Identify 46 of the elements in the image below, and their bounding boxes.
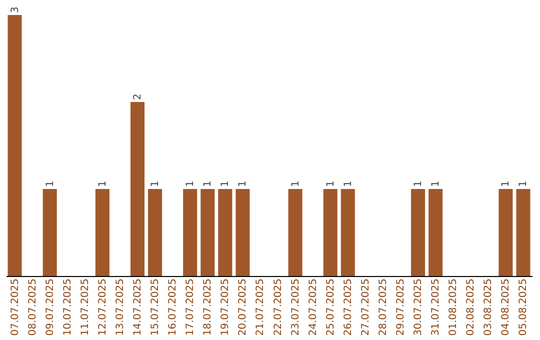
x-tick-label: 13.07.2025 xyxy=(114,278,126,336)
x-tick-label: 31.07.2025 xyxy=(430,278,442,336)
data-label: 1 xyxy=(202,180,214,187)
x-tick-label: 01.08.2025 xyxy=(448,278,460,336)
x-tick-label: 07.07.2025 xyxy=(10,278,21,336)
x-tick-label: 18.07.2025 xyxy=(202,278,214,336)
data-label: 2 xyxy=(132,94,144,100)
x-tick-label: 17.07.2025 xyxy=(185,278,196,336)
x-tick-label: 29.07.2025 xyxy=(396,278,406,336)
x-tick-label: 15.07.2025 xyxy=(150,278,162,336)
x-tick-label: 22.07.2025 xyxy=(272,278,284,336)
data-label: 1 xyxy=(518,180,530,187)
data-label: 3 xyxy=(10,6,21,13)
data-label: 1 xyxy=(290,180,302,187)
x-tick-label: 21.07.2025 xyxy=(255,278,266,336)
x-tick-label: 28.07.2025 xyxy=(378,278,389,336)
x-tick-label: 10.07.2025 xyxy=(62,278,74,336)
x-tick-label: 03.08.2025 xyxy=(483,278,494,336)
x-tick-label: 11.07.2025 xyxy=(80,278,91,336)
data-label: 1 xyxy=(150,180,162,187)
data-label: 1 xyxy=(220,180,232,187)
x-tick-label: 05.08.2025 xyxy=(518,278,530,336)
x-tick-label: 04.08.2025 xyxy=(500,278,512,336)
x-tick-label: 30.07.2025 xyxy=(413,278,424,336)
x-tick-label: 09.07.2025 xyxy=(44,278,56,336)
data-label: 1 xyxy=(413,180,424,187)
data-label: 1 xyxy=(185,180,196,187)
x-tick-label: 16.07.2025 xyxy=(168,278,179,336)
x-tick-label: 02.08.2025 xyxy=(466,278,477,336)
x-tick-label: 08.07.2025 xyxy=(27,278,38,336)
x-tick-label: 27.07.2025 xyxy=(360,278,372,336)
x-tick-label: 25.07.2025 xyxy=(325,278,336,336)
x-tick-label: 12.07.2025 xyxy=(97,278,108,336)
x-tick-label: 19.07.2025 xyxy=(220,278,232,336)
x-tick-label: 26.07.2025 xyxy=(342,278,354,336)
data-label: 1 xyxy=(325,180,336,187)
x-tick-label: 24.07.2025 xyxy=(308,278,319,336)
x-tick-label: 23.07.2025 xyxy=(290,278,302,336)
data-label: 1 xyxy=(342,180,354,187)
x-tick-label: 20.07.2025 xyxy=(238,278,249,336)
data-label: 1 xyxy=(97,180,108,187)
data-label: 1 xyxy=(44,180,56,187)
data-label: 1 xyxy=(430,180,442,187)
x-tick-label: 14.07.2025 xyxy=(132,278,144,336)
data-label: 1 xyxy=(238,180,249,187)
data-label: 1 xyxy=(500,180,512,187)
